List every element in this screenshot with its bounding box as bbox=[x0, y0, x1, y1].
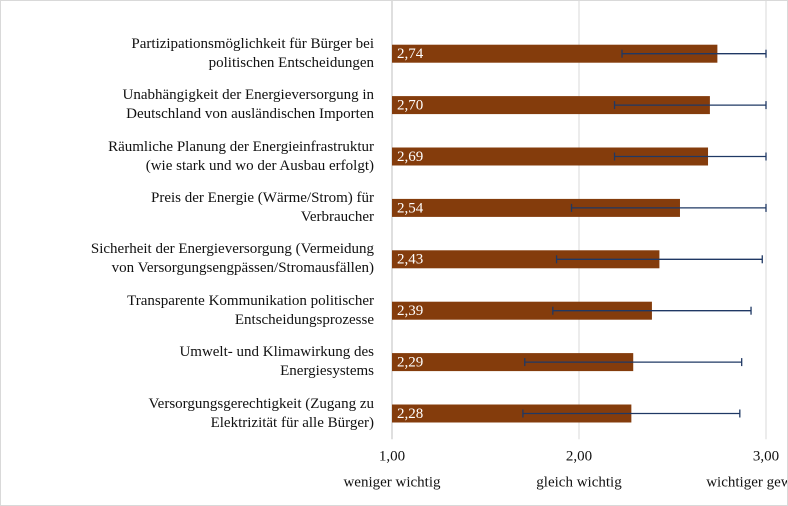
bar bbox=[392, 353, 634, 372]
bar bbox=[392, 96, 710, 115]
x-tick-description: gleich wichtig bbox=[536, 475, 622, 491]
bar bbox=[392, 404, 632, 423]
value-label: 2,69 bbox=[397, 149, 423, 165]
x-tick-label: 1,00 bbox=[379, 449, 405, 465]
x-tick-description: weniger wichtig bbox=[343, 475, 441, 491]
category-label: Räumliche Planung der Energieinfrastrukt… bbox=[108, 138, 374, 174]
bar bbox=[392, 198, 680, 217]
category-label: Unabhängigkeit der Energieversorgung in … bbox=[122, 87, 374, 123]
x-tick-description: wichtiger geworden bbox=[706, 475, 787, 491]
category-label: Transparente Kommunikation politischer E… bbox=[127, 292, 374, 328]
category-label: Preis der Energie (Wärme/Strom) für Verb… bbox=[151, 189, 374, 225]
x-tick-label: 2,00 bbox=[566, 449, 592, 465]
value-label: 2,70 bbox=[397, 98, 423, 114]
category-label: Umwelt- und Klimawirkung des Energiesyst… bbox=[179, 344, 374, 380]
value-label: 2,39 bbox=[397, 303, 423, 319]
category-label: Partizipationsmöglichkeit für Bürger bei… bbox=[131, 35, 374, 71]
bar bbox=[392, 301, 652, 320]
category-label: Sicherheit der Energieversorgung (Vermei… bbox=[90, 241, 374, 277]
bar bbox=[392, 250, 660, 269]
value-label: 2,29 bbox=[397, 355, 423, 371]
category-label: Versorgungsgerechtigkeit (Zugang zu Elek… bbox=[148, 395, 375, 431]
value-label: 2,28 bbox=[397, 406, 423, 422]
value-label: 2,54 bbox=[397, 200, 424, 216]
value-label: 2,43 bbox=[397, 252, 423, 268]
bar bbox=[392, 147, 709, 166]
x-tick-label: 3,00 bbox=[753, 449, 779, 465]
value-label: 2,74 bbox=[397, 46, 424, 62]
bar bbox=[392, 44, 718, 63]
